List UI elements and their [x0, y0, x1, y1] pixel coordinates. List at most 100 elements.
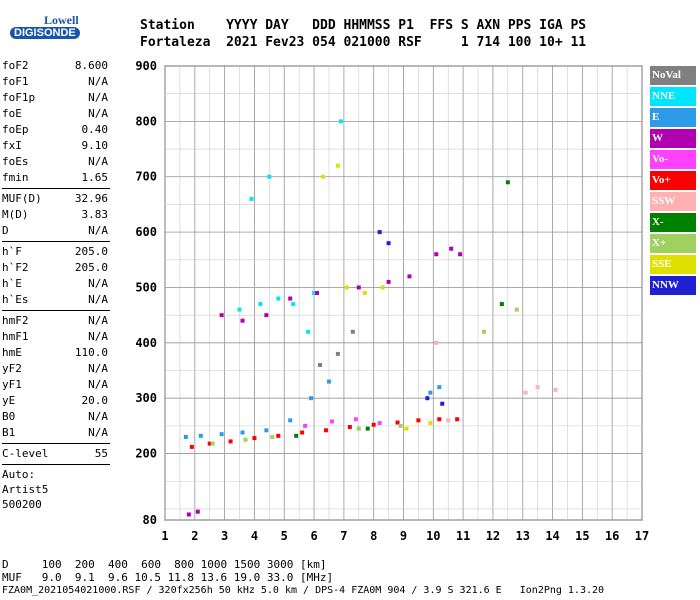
param-value: 0.40 — [81, 123, 109, 136]
param-name: fmin — [2, 171, 29, 184]
x-tick-label: 11 — [456, 529, 470, 543]
param-name: yF1 — [2, 378, 22, 391]
param-value: N/A — [88, 410, 108, 423]
data-point — [404, 426, 409, 431]
data-point — [300, 430, 305, 435]
x-tick-label: 2 — [191, 529, 198, 543]
logo-brand: Lowell — [44, 13, 79, 27]
param-separator — [2, 188, 110, 189]
data-point — [455, 417, 460, 422]
param-value: 205.0 — [74, 245, 108, 258]
param-row: fxI 9.10 — [2, 138, 108, 154]
param-name: foF1p — [2, 91, 36, 104]
param-name: h`F — [2, 245, 22, 258]
data-point — [264, 428, 269, 433]
legend-entry: Vo+ — [650, 171, 696, 190]
x-tick-label: 5 — [281, 529, 288, 543]
data-point — [434, 252, 439, 257]
x-tick-label: 1 — [161, 529, 168, 543]
param-row: B1 N/A — [2, 425, 108, 441]
param-value: 32.96 — [74, 192, 108, 205]
param-value: N/A — [88, 330, 108, 343]
data-point — [434, 340, 439, 345]
data-point — [458, 252, 463, 257]
param-row: foEs N/A — [2, 154, 108, 170]
param-name: hmE — [2, 346, 22, 359]
x-tick-label: 16 — [605, 529, 619, 543]
data-point — [505, 180, 510, 185]
param-value: 9.10 — [81, 139, 109, 152]
data-point — [291, 302, 296, 307]
autoscaling-info: Artist5 — [2, 483, 49, 496]
data-point — [243, 437, 248, 442]
param-row: M(D) 3.83 — [2, 207, 108, 223]
data-point — [240, 318, 245, 323]
data-point — [350, 329, 355, 334]
x-tick-label: 7 — [340, 529, 347, 543]
y-tick-label: 200 — [135, 447, 157, 461]
data-point — [356, 285, 361, 290]
param-value: 110.0 — [74, 346, 108, 359]
param-row: hmF1 N/A — [2, 329, 108, 345]
polarization-legend: NoVal NNE E W Vo- Vo+ SSW X- X+ SSE NNW — [650, 66, 696, 297]
data-point — [377, 421, 382, 426]
footer-muf-line: MUF 9.0 9.1 9.6 10.5 11.8 13.6 19.0 33.0… — [2, 571, 334, 584]
param-name: yF2 — [2, 362, 22, 375]
data-point — [553, 387, 558, 392]
param-row: yE 20.0 — [2, 393, 108, 409]
param-name: MUF(D) — [2, 192, 42, 205]
x-tick-label: 10 — [426, 529, 440, 543]
data-point — [446, 418, 451, 423]
param-row: h`F 205.0 — [2, 244, 108, 260]
param-name: h`E — [2, 277, 22, 290]
data-point — [398, 423, 403, 428]
data-point — [267, 174, 272, 179]
param-row: B0 N/A — [2, 409, 108, 425]
y-tick-label: 800 — [135, 114, 157, 128]
data-point — [416, 418, 421, 423]
param-value: 20.0 — [81, 394, 109, 407]
legend-entry: NNE — [650, 87, 696, 106]
data-point — [362, 291, 367, 295]
data-point — [353, 417, 358, 422]
param-value: 55 — [94, 447, 108, 460]
param-value: N/A — [88, 155, 108, 168]
param-row: foF1 N/A — [2, 74, 108, 90]
param-row: C-level 55 — [2, 446, 108, 462]
data-point — [207, 441, 212, 446]
data-point — [312, 291, 317, 295]
y-tick-label: 80 — [143, 513, 157, 527]
x-tick-label: 4 — [251, 529, 258, 543]
data-point — [428, 390, 433, 395]
x-tick-label: 6 — [310, 529, 317, 543]
data-point — [407, 274, 412, 279]
param-value: 205.0 — [74, 261, 108, 274]
y-tick-label: 500 — [135, 280, 157, 294]
data-point — [228, 439, 233, 444]
autoscaling-info: 500200 — [2, 498, 42, 511]
parameter-panel: foF2 8.600 foF1 N/A foF1p N/A foE N/A foEp 0.40 fx… — [2, 58, 110, 512]
data-point — [303, 423, 308, 428]
y-tick-label: 900 — [135, 59, 157, 73]
data-point — [428, 421, 433, 426]
data-point — [535, 385, 540, 390]
data-point — [306, 329, 311, 334]
data-point — [288, 296, 293, 301]
param-row: h`F2 205.0 — [2, 260, 108, 276]
data-point — [440, 401, 445, 406]
param-separator — [2, 310, 110, 311]
header-line-1: Station YYYY DAY DDD HHMMSS P1 FFS S AXN… — [140, 18, 587, 33]
param-row: foEp 0.40 — [2, 122, 108, 138]
data-point — [264, 313, 269, 318]
data-point — [318, 362, 323, 367]
data-point — [449, 246, 454, 251]
data-point — [195, 509, 200, 514]
data-point — [437, 385, 442, 390]
param-row: h`E N/A — [2, 276, 108, 292]
data-point — [481, 329, 486, 334]
data-point — [309, 396, 314, 401]
data-point — [329, 419, 334, 424]
ionogram-chart: 1 2 3 4 5 6 7 8 9 10 11 12 13 14 15 16 17802003004005006… — [135, 59, 649, 543]
data-point — [338, 119, 343, 124]
param-value: N/A — [88, 378, 108, 391]
